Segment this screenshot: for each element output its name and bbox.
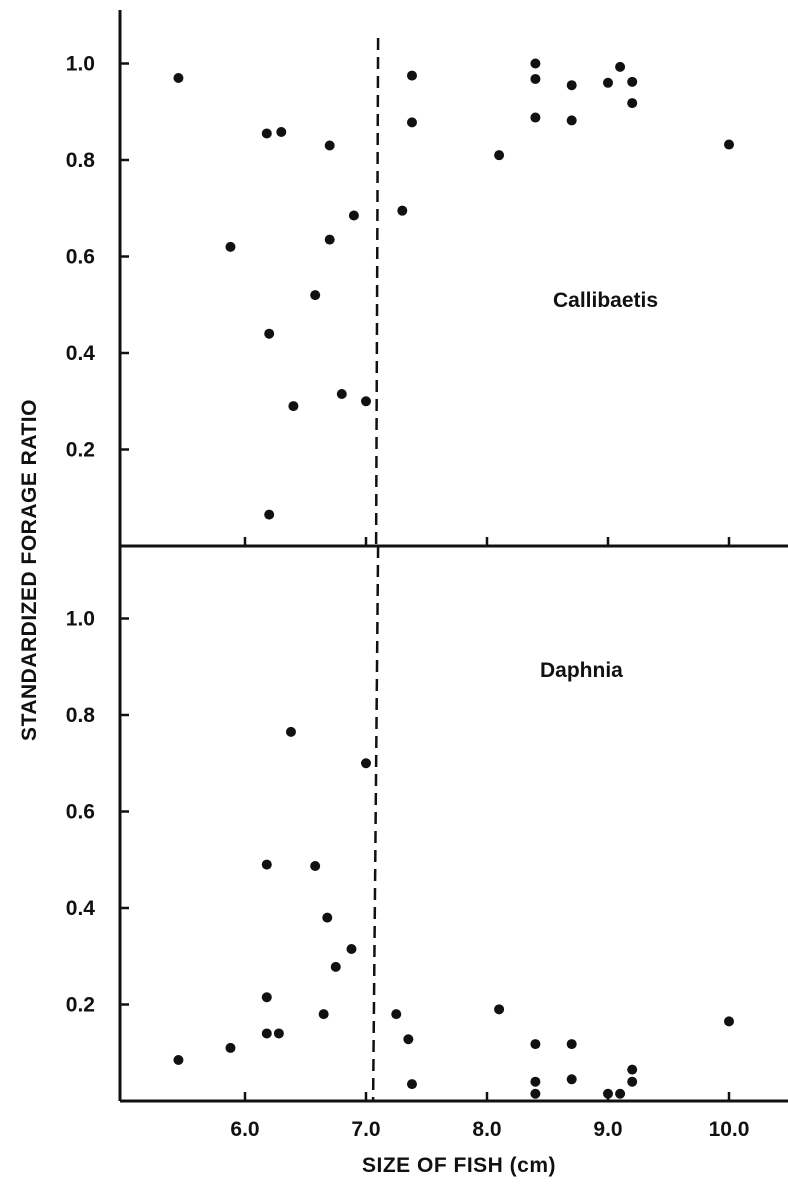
top-data-point <box>566 115 577 126</box>
top-data-point <box>264 328 275 339</box>
bottom-data-point <box>361 758 371 769</box>
bottom-y-tick-label: 0.4 <box>66 897 96 920</box>
bottom-data-point <box>261 992 272 1003</box>
top-data-point <box>530 112 541 123</box>
x-tick-label: 7.0 <box>351 1118 380 1141</box>
top-data-point <box>264 509 275 520</box>
bottom-data-point <box>603 1088 613 1099</box>
bottom-y-tick-label: 0.6 <box>66 801 95 824</box>
bottom-y-tick-label: 0.2 <box>66 994 95 1017</box>
top-data-point <box>724 139 734 150</box>
top-threshold-line <box>374 37 380 547</box>
top-y-tick-label: 0.8 <box>66 149 96 172</box>
top-y-tick-label: 1.0 <box>66 53 95 76</box>
x-tick-label: 9.0 <box>593 1118 622 1141</box>
top-data-point <box>324 234 335 245</box>
bottom-data-point <box>346 944 357 955</box>
top-data-point <box>615 61 626 72</box>
top-data-point <box>397 205 408 216</box>
top-data-point <box>288 401 299 412</box>
bottom-data-point <box>391 1009 402 1020</box>
points-layer <box>173 58 734 1099</box>
bottom-data-point <box>261 1028 272 1039</box>
bottom-y-tick-label: 1.0 <box>66 608 95 631</box>
bottom-data-point <box>530 1088 541 1099</box>
axes-layer <box>118 10 788 1103</box>
top-data-point <box>361 396 371 407</box>
top-data-point <box>225 241 236 252</box>
bottom-data-point <box>273 1028 284 1039</box>
bottom-data-point <box>566 1039 577 1050</box>
top-data-point <box>348 210 359 221</box>
top-data-point <box>627 98 638 109</box>
bottom-data-point <box>285 726 296 737</box>
x-axis-title: SIZE OF FISH (cm) <box>362 1154 556 1177</box>
bottom-y-tick-label: 0.8 <box>66 704 96 727</box>
top-y-tick-label: 0.2 <box>66 439 95 462</box>
top-data-point <box>310 290 321 301</box>
top-data-point <box>603 77 613 88</box>
top-y-tick-label: 0.4 <box>66 342 96 365</box>
top-data-point <box>627 76 638 87</box>
bottom-data-point <box>530 1039 541 1050</box>
x-tick-label: 6.0 <box>230 1118 259 1141</box>
bottom-data-point <box>225 1042 236 1053</box>
top-data-point <box>406 70 417 81</box>
bottom-data-point <box>322 912 333 923</box>
top-data-point <box>261 128 272 139</box>
top-data-point <box>173 72 184 83</box>
bottom-data-point <box>403 1034 414 1045</box>
bottom-threshold-line <box>371 545 380 1102</box>
bottom-data-point <box>318 1009 329 1020</box>
x-tick-label: 8.0 <box>472 1118 501 1141</box>
bottom-data-point <box>530 1076 541 1087</box>
top-panel-label: Callibaetis <box>553 289 658 312</box>
top-data-point <box>566 80 577 91</box>
bottom-data-point <box>566 1074 577 1085</box>
top-data-point <box>324 140 335 151</box>
top-data-point <box>276 127 287 138</box>
top-data-point <box>494 150 505 161</box>
bottom-data-point <box>627 1076 638 1087</box>
bottom-data-point <box>261 859 272 870</box>
bottom-data-point <box>627 1064 638 1075</box>
x-tick-label: 10.0 <box>709 1118 750 1141</box>
bottom-data-point <box>615 1088 626 1099</box>
top-data-point <box>406 117 417 128</box>
ticks-layer: 0.2 0.4 0.6 0.8 1.0 0.2 0.4 0.6 0.8 1.0 6.0 7.0 8.0 9… <box>66 53 750 1142</box>
bottom-data-point <box>330 961 341 972</box>
bottom-data-point <box>310 861 321 872</box>
bottom-panel-label: Daphnia <box>540 659 623 682</box>
top-data-point <box>336 389 347 400</box>
bottom-data-point <box>173 1054 184 1065</box>
top-y-tick-label: 0.6 <box>66 246 95 269</box>
bottom-data-point <box>494 1004 505 1015</box>
bottom-data-point <box>724 1016 734 1027</box>
bottom-data-point <box>406 1079 417 1090</box>
threshold-layer <box>371 37 380 1102</box>
top-data-point <box>530 73 541 84</box>
y-axis-title: STANDARDIZED FORAGE RATIO <box>18 399 41 741</box>
top-data-point <box>530 58 541 69</box>
